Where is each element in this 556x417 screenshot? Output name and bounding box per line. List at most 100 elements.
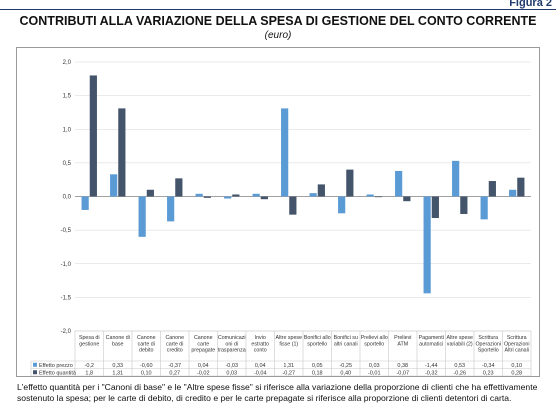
- bar-prezzo: [224, 196, 232, 199]
- category-label: Prelievi allo: [361, 335, 388, 341]
- category-label: Scrittura: [478, 335, 498, 341]
- data-label: 0,23: [483, 370, 494, 376]
- bar-prezzo: [509, 189, 517, 197]
- y-tick-label: 0,5: [63, 161, 72, 167]
- category-label: Sportello: [478, 348, 499, 354]
- bar-prezzo: [366, 194, 374, 197]
- bar-chart: 2,0 1,5 1,0 0,5 0,0 -0,5 -1,0 -1,5 -2,0 Spesa dig…: [30, 60, 532, 376]
- data-label: -0,02: [197, 370, 210, 376]
- data-label: 0,40: [340, 370, 351, 376]
- bar-prezzo: [423, 196, 431, 294]
- category-label: estratto: [251, 341, 269, 347]
- y-tick-label: 0,0: [63, 195, 72, 201]
- data-label: -0,07: [396, 370, 409, 376]
- data-label: 0,38: [397, 363, 408, 369]
- bar-quantita: [517, 177, 525, 197]
- legend-label: Effetto quantità: [39, 370, 77, 376]
- bar-quantita: [488, 181, 496, 197]
- y-tick-label: -1,0: [61, 262, 72, 268]
- data-label: 1,8: [85, 370, 93, 376]
- category-label: ATM: [397, 341, 408, 347]
- bar-prezzo: [338, 196, 346, 214]
- header-rule: [0, 9, 556, 10]
- bar-quantita: [403, 196, 411, 202]
- data-label: 0,28: [511, 370, 522, 376]
- bar-quantita: [89, 75, 97, 197]
- legend-label: Effetto prezzo: [39, 363, 73, 369]
- bar-prezzo: [309, 193, 317, 197]
- category-label: conto: [254, 348, 267, 354]
- category-label: Operazioni: [504, 341, 530, 347]
- y-tick-label: 1,0: [63, 127, 72, 133]
- bar-quantita: [175, 178, 183, 197]
- data-label: -0,26: [453, 370, 466, 376]
- figure-label: Figura 2: [509, 0, 552, 9]
- y-tick-label: 1,5: [63, 94, 72, 100]
- category-label: sportello: [307, 341, 327, 347]
- data-label: 0,10: [141, 370, 152, 376]
- bar-prezzo: [395, 170, 403, 197]
- chart-subtitle: (euro): [264, 30, 292, 41]
- category-label: sportello: [364, 341, 384, 347]
- data-label: 1,31: [283, 363, 294, 369]
- legend-swatch: [33, 362, 37, 367]
- category-label: credito: [167, 348, 183, 354]
- category-label: Prelievi: [394, 335, 411, 341]
- bar-quantita: [260, 196, 268, 200]
- category-label: carte di: [138, 341, 155, 347]
- category-label: Altre spese: [447, 335, 474, 341]
- bar-prezzo: [281, 108, 289, 197]
- bar-quantita: [346, 169, 354, 197]
- data-label: -0,2: [85, 363, 94, 369]
- bar-quantita: [431, 196, 439, 219]
- category-label: Comunicazi: [218, 335, 246, 341]
- data-label: -0,60: [140, 363, 153, 369]
- data-label: -1,44: [425, 363, 438, 369]
- bar-prezzo: [81, 196, 89, 210]
- category-label: Altre spese: [276, 335, 303, 341]
- data-label: 0,18: [312, 370, 323, 376]
- data-label: -0,01: [368, 370, 381, 376]
- y-tick-label: -0,5: [61, 228, 72, 234]
- bar-quantita: [317, 184, 325, 197]
- category-label: base: [112, 341, 124, 347]
- category-label: Pagamenti: [419, 335, 444, 341]
- y-tick-label: -1,5: [61, 295, 72, 301]
- category-label: Canone: [165, 335, 184, 341]
- chart-area: 2,0 1,5 1,0 0,5 0,0 -0,5 -1,0 -1,5 -2,0 Spesa di g…: [16, 47, 540, 377]
- category-label: Scrittura: [507, 335, 527, 341]
- bar-prezzo: [195, 193, 203, 197]
- category-label: Canone: [137, 335, 156, 341]
- data-label: 0,04: [255, 363, 266, 369]
- category-label: Canone: [194, 335, 213, 341]
- bar-quantita: [146, 189, 154, 197]
- category-label: Spesa di: [79, 335, 100, 341]
- category-label: gestione: [79, 341, 99, 347]
- chart-title: CONTRIBUTI ALLA VARIAZIONE DELLA SPESA D…: [19, 14, 537, 28]
- category-label: prepagate: [191, 348, 215, 354]
- data-label: 0,33: [112, 363, 123, 369]
- bar-prezzo: [452, 160, 460, 197]
- figure-caption: L'effetto quantità per i "Canoni di base…: [17, 382, 538, 403]
- category-label: carte: [197, 341, 209, 347]
- bar-quantita: [118, 108, 126, 197]
- bar-prezzo: [138, 196, 146, 237]
- data-label: 0,53: [454, 363, 465, 369]
- category-label: altri canali: [334, 341, 358, 347]
- data-label: -0,25: [339, 363, 352, 369]
- data-label: 0,27: [169, 370, 180, 376]
- category-label: automatici: [419, 341, 443, 347]
- data-label: -0,03: [225, 363, 238, 369]
- data-label: -0,32: [425, 370, 438, 376]
- bar-quantita: [203, 196, 211, 198]
- data-label: 0,05: [312, 363, 323, 369]
- data-label: -0,34: [482, 363, 495, 369]
- data-label: -0,27: [282, 370, 295, 376]
- bar-prezzo: [480, 196, 488, 220]
- bar-prezzo: [252, 193, 260, 197]
- y-tick-label: 2,0: [63, 60, 72, 66]
- legend-swatch: [33, 370, 37, 375]
- category-label: Altri canali: [505, 348, 529, 354]
- category-label: trasparenza: [218, 348, 246, 354]
- data-label: 0,04: [198, 363, 209, 369]
